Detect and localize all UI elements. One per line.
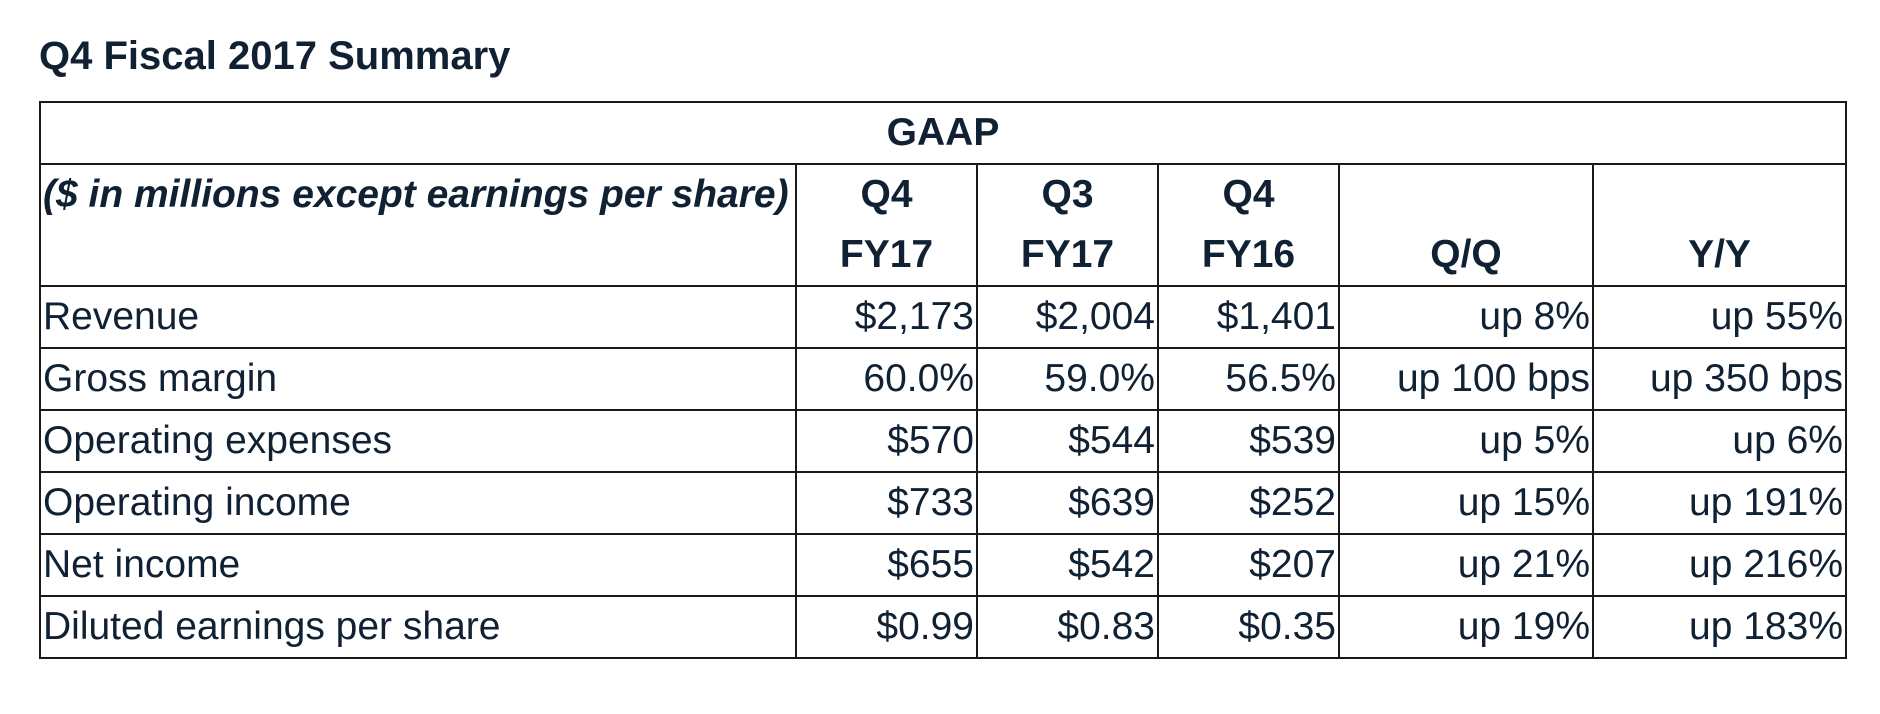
row-label: Operating expenses [39, 409, 797, 473]
row-label: Net income [39, 533, 797, 597]
column-header-yy: Y/Y [1592, 163, 1847, 287]
cell-value: $539 [1157, 409, 1340, 473]
cell-value: $2,004 [976, 285, 1159, 349]
cell-value: up 216% [1592, 533, 1847, 597]
table-row: Gross margin 60.0% 59.0% 56.5% up 100 bp… [39, 347, 1847, 411]
cell-value: $639 [976, 471, 1159, 535]
table-row: Operating expenses $570 $544 $539 up 5% … [39, 409, 1847, 473]
column-header-line1: Q4 [1222, 173, 1275, 216]
cell-value: up 21% [1338, 533, 1594, 597]
cell-value: 60.0% [795, 347, 978, 411]
cell-value: up 350 bps [1592, 347, 1847, 411]
cell-value: up 15% [1338, 471, 1594, 535]
column-header-line1: Q4 [860, 173, 913, 216]
gaap-header: GAAP [39, 101, 1847, 165]
summary-table: GAAP ($ in millions except earnings per … [39, 101, 1847, 659]
cell-value: $570 [795, 409, 978, 473]
table-row: Revenue $2,173 $2,004 $1,401 up 8% up 55… [39, 285, 1847, 349]
column-header-row: ($ in millions except earnings per share… [39, 163, 1847, 287]
row-label: Diluted earnings per share [39, 595, 797, 659]
column-header-line2: Y/Y [1688, 233, 1751, 276]
cell-value: up 183% [1592, 595, 1847, 659]
table-row: Operating income $733 $639 $252 up 15% u… [39, 471, 1847, 535]
cell-value: $252 [1157, 471, 1340, 535]
column-header-line2: FY17 [1020, 233, 1115, 276]
cell-value: up 19% [1338, 595, 1594, 659]
cell-value: $0.99 [795, 595, 978, 659]
column-header-line2: FY17 [839, 233, 934, 276]
cell-value: 59.0% [976, 347, 1159, 411]
cell-value: 56.5% [1157, 347, 1340, 411]
table-row: Diluted earnings per share $0.99 $0.83 $… [39, 595, 1847, 659]
cell-value: $544 [976, 409, 1159, 473]
cell-value: $542 [976, 533, 1159, 597]
row-label: Revenue [39, 285, 797, 349]
cell-value: up 8% [1338, 285, 1594, 349]
unit-label: ($ in millions except earnings per share… [39, 163, 797, 287]
group-header-row: GAAP [39, 101, 1847, 165]
column-header-qq: Q/Q [1338, 163, 1594, 287]
cell-value: up 191% [1592, 471, 1847, 535]
page-title: Q4 Fiscal 2017 Summary [39, 34, 511, 78]
cell-value: $2,173 [795, 285, 978, 349]
cell-value: up 5% [1338, 409, 1594, 473]
column-header-line1: Q3 [1041, 173, 1094, 216]
cell-value: up 100 bps [1338, 347, 1594, 411]
column-header-q4-fy17: Q4 FY17 [795, 163, 978, 287]
row-label: Gross margin [39, 347, 797, 411]
column-header-line2: Q/Q [1430, 233, 1502, 276]
cell-value: $733 [795, 471, 978, 535]
cell-value: up 6% [1592, 409, 1847, 473]
table-row: Net income $655 $542 $207 up 21% up 216% [39, 533, 1847, 597]
cell-value: $207 [1157, 533, 1340, 597]
cell-value: $655 [795, 533, 978, 597]
column-header-line2: FY16 [1201, 233, 1296, 276]
cell-value: $0.83 [976, 595, 1159, 659]
column-header-q4-fy16: Q4 FY16 [1157, 163, 1340, 287]
column-header-q3-fy17: Q3 FY17 [976, 163, 1159, 287]
cell-value: $0.35 [1157, 595, 1340, 659]
row-label: Operating income [39, 471, 797, 535]
cell-value: $1,401 [1157, 285, 1340, 349]
cell-value: up 55% [1592, 285, 1847, 349]
